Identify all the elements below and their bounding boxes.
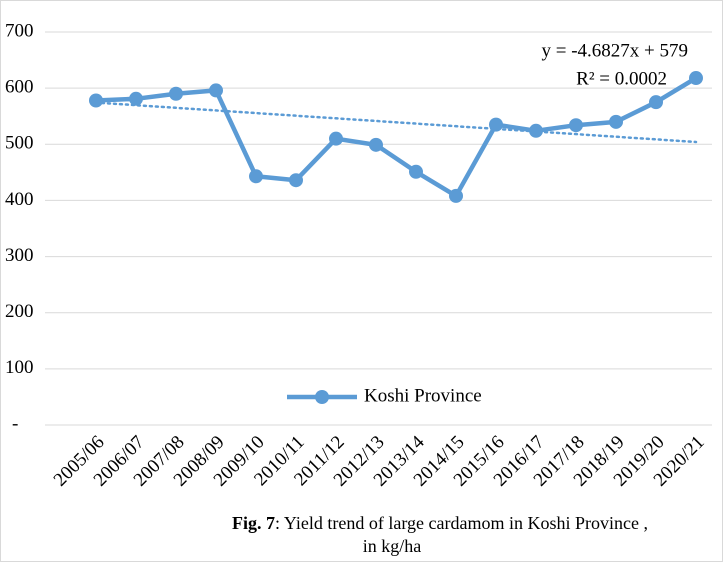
trendline <box>94 101 698 144</box>
legend-label: Koshi Province <box>364 385 482 406</box>
data-point <box>249 169 263 184</box>
y-tick-label: - <box>12 413 18 434</box>
data-point <box>569 118 583 133</box>
data-point <box>529 123 543 138</box>
data-point <box>89 93 103 108</box>
data-point <box>449 188 463 203</box>
trend-r2: R² = 0.0002 <box>576 68 667 89</box>
caption-label: Fig. 7 <box>232 513 275 533</box>
data-point <box>289 173 303 188</box>
y-tick-label: 200 <box>5 301 34 322</box>
caption: Fig. 7: Yield trend of large cardamom in… <box>232 513 648 533</box>
y-tick-label: 400 <box>5 189 34 210</box>
legend-marker <box>315 390 329 404</box>
data-point <box>409 164 423 179</box>
y-tick-label: 300 <box>5 245 34 266</box>
y-tick-label: 700 <box>5 20 34 41</box>
caption-text2: in kg/ha <box>363 536 422 556</box>
data-point <box>369 137 383 152</box>
data-point <box>169 86 183 101</box>
data-point <box>489 117 503 132</box>
data-point <box>329 131 343 146</box>
trend-equation: y = -4.6827x + 579 <box>541 40 688 61</box>
caption-text: : Yield trend of large cardamom in Koshi… <box>275 513 648 533</box>
series-line <box>95 76 698 199</box>
y-tick-label: 100 <box>5 357 34 378</box>
data-point <box>609 114 623 129</box>
y-tick-label: 500 <box>5 133 34 154</box>
data-point <box>129 91 143 106</box>
y-tick-label: 600 <box>5 77 34 98</box>
data-point <box>689 71 703 86</box>
data-point <box>649 95 663 110</box>
data-point <box>209 83 223 98</box>
